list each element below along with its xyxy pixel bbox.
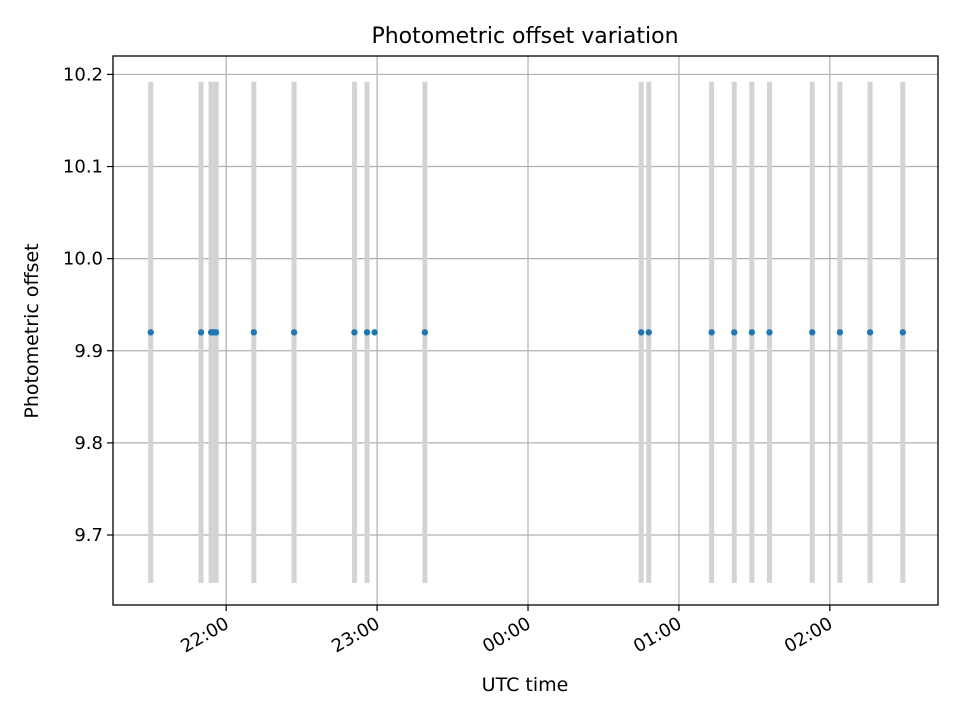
data-point bbox=[748, 329, 756, 336]
data-point bbox=[147, 329, 154, 336]
data-point bbox=[708, 329, 715, 336]
y-tick-label: 9.8 bbox=[74, 433, 103, 454]
data-point bbox=[421, 329, 429, 336]
chart-title: Photometric offset variation bbox=[371, 24, 678, 49]
data-point bbox=[371, 329, 378, 336]
grid-lines bbox=[113, 56, 938, 605]
data-point bbox=[290, 329, 298, 336]
data-point bbox=[250, 329, 258, 336]
data-point bbox=[866, 329, 874, 336]
y-tick-label: 10.0 bbox=[63, 249, 103, 270]
y-tick-label: 10.1 bbox=[63, 157, 103, 178]
data-point bbox=[638, 329, 645, 336]
data-point bbox=[836, 329, 844, 336]
x-axis-label: UTC time bbox=[482, 674, 569, 696]
data-point bbox=[899, 329, 906, 336]
data-point bbox=[645, 329, 652, 336]
data-point bbox=[351, 329, 358, 336]
plot-frame bbox=[112, 55, 939, 606]
y-tick-label: 9.9 bbox=[74, 341, 103, 362]
data-point bbox=[363, 329, 371, 336]
y-tick-label: 9.7 bbox=[74, 525, 103, 546]
data-points bbox=[147, 329, 906, 336]
data-point bbox=[731, 329, 738, 336]
data-point bbox=[809, 329, 816, 336]
data-point bbox=[766, 329, 773, 336]
y-tick-label: 10.2 bbox=[63, 64, 103, 85]
data-point bbox=[197, 329, 205, 336]
y-axis-label: Photometric offset bbox=[21, 243, 43, 418]
y-axis-ticks: 9.7 9.8 9.9 10.0 10.1 10.2 bbox=[63, 64, 113, 546]
data-point bbox=[212, 329, 220, 336]
